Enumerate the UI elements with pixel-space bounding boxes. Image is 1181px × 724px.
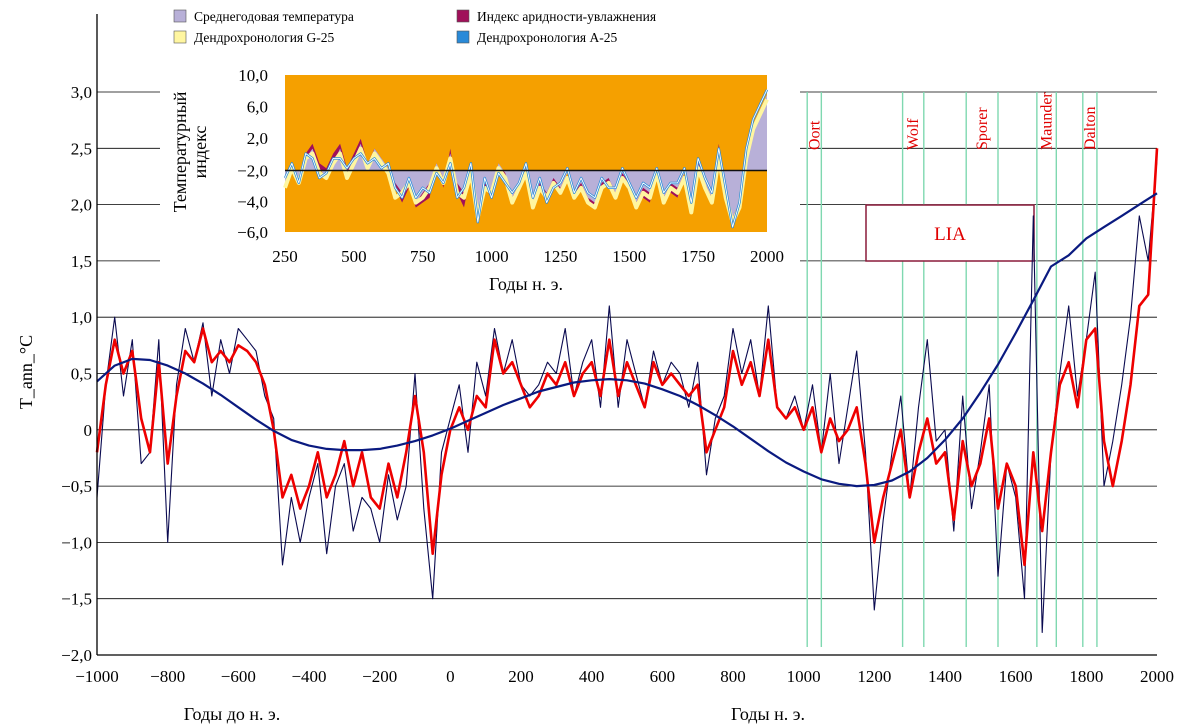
main-y-ticks: 3,0 2,5 2,0 1,5 1,0 0,5 0 −0,5 −1,0 −1,5 −2,0 bbox=[61, 83, 92, 665]
inset-y-tick-label: 2,0 bbox=[247, 129, 268, 148]
minimum-label: Oort bbox=[806, 120, 823, 150]
minimum-label: Dalton bbox=[1082, 106, 1099, 150]
inset-legend: Среднегодовая температура Индекс аридност… bbox=[173, 9, 656, 45]
inset-series bbox=[283, 89, 769, 229]
inset-x-tick-label: 1750 bbox=[681, 247, 715, 266]
inset-panel: 10,0 6,0 2,0 −2,0 −4,0 −6,0 250 500 750 1000 1250… bbox=[160, 6, 800, 296]
main-series bbox=[95, 148, 1159, 634]
inset-y-tick-label: −2,0 bbox=[237, 162, 268, 181]
inset-y-label-line2: индекс bbox=[190, 126, 210, 179]
inset-plot-area bbox=[285, 75, 767, 232]
x-tick-label: 200 bbox=[508, 667, 534, 686]
y-tick-label: −1,0 bbox=[61, 533, 92, 552]
inset-x-axis-label: Годы н. э. bbox=[489, 274, 563, 294]
main-x-ticks: −1000 −800 −600 −400 −200 0 200 400 600 800 1000 12… bbox=[75, 667, 1174, 686]
inset-x-tick-label: 250 bbox=[272, 247, 298, 266]
lia-label: LIA bbox=[934, 224, 966, 245]
inset-y-ticks: 10,0 6,0 2,0 −2,0 −4,0 −6,0 bbox=[237, 66, 268, 242]
x-tick-label: −1000 bbox=[75, 667, 119, 686]
inset-x-tick-label: 1250 bbox=[543, 247, 577, 266]
x-axis-label-bc: Годы до н. э. bbox=[184, 704, 281, 724]
solar-minima-labels: Oort Wolf Sporer Maunder Dalton bbox=[806, 92, 1099, 150]
y-tick-label: −2,0 bbox=[61, 646, 92, 665]
minimum-label: Wolf bbox=[905, 118, 922, 150]
inset-line bbox=[284, 89, 768, 228]
main-series-line bbox=[96, 192, 1158, 488]
legend-label: Дендрохронология A-25 bbox=[477, 30, 617, 45]
x-tick-label: 600 bbox=[650, 667, 676, 686]
legend-swatch bbox=[456, 30, 470, 44]
inset-x-ticks: 250 500 750 1000 1250 1500 1750 2000 bbox=[272, 247, 784, 266]
legend-swatch bbox=[456, 9, 470, 23]
y-tick-label: 0,5 bbox=[71, 365, 92, 384]
inset-x-tick-label: 1500 bbox=[612, 247, 646, 266]
x-tick-label: 1000 bbox=[787, 667, 821, 686]
y-tick-label: −1,5 bbox=[61, 590, 92, 609]
x-tick-label: −600 bbox=[221, 667, 256, 686]
inset-x-tick-label: 1000 bbox=[475, 247, 509, 266]
x-tick-label: −800 bbox=[150, 667, 185, 686]
legend-swatch bbox=[173, 9, 187, 23]
main-series-line bbox=[96, 159, 1158, 634]
x-tick-label: 0 bbox=[446, 667, 455, 686]
x-tick-label: 800 bbox=[720, 667, 746, 686]
x-tick-label: 1400 bbox=[928, 667, 962, 686]
inset-x-tick-label: 500 bbox=[341, 247, 367, 266]
inset-y-tick-label: −6,0 bbox=[237, 223, 268, 242]
inset-y-tick-label: 6,0 bbox=[247, 98, 268, 117]
y-tick-label: −0,5 bbox=[61, 477, 92, 496]
x-axis-label-ad: Годы н. э. bbox=[731, 704, 805, 724]
minimum-label: Sporer bbox=[974, 107, 991, 150]
legend-label: Индекс аридности-увлажнения bbox=[477, 9, 656, 24]
x-tick-label: 1200 bbox=[857, 667, 891, 686]
y-tick-label: 1,5 bbox=[71, 252, 92, 271]
inset-y-tick-label: 10,0 bbox=[238, 66, 268, 85]
y-tick-label: 3,0 bbox=[71, 83, 92, 102]
y-axis-label: T_ann_°C bbox=[16, 335, 36, 409]
inset-y-tick-label: −4,0 bbox=[237, 193, 268, 212]
x-tick-label: 400 bbox=[579, 667, 605, 686]
minimum-label: Maunder bbox=[1039, 92, 1056, 150]
x-tick-label: −400 bbox=[291, 667, 326, 686]
legend-label: Среднегодовая температура bbox=[194, 9, 354, 24]
y-tick-label: 2,5 bbox=[71, 139, 92, 158]
x-tick-label: 2000 bbox=[1140, 667, 1174, 686]
x-tick-label: −200 bbox=[362, 667, 397, 686]
solar-minima-lines bbox=[806, 92, 1098, 647]
x-tick-label: 1600 bbox=[999, 667, 1033, 686]
inset-x-tick-label: 2000 bbox=[750, 247, 784, 266]
y-tick-label: 2,0 bbox=[71, 196, 92, 215]
x-tick-label: 1800 bbox=[1069, 667, 1103, 686]
legend-label: Дендрохронология G-25 bbox=[194, 30, 334, 45]
legend-swatch bbox=[173, 30, 187, 44]
y-tick-label: 1,0 bbox=[71, 308, 92, 327]
inset-y-label-line1: Температурный bbox=[170, 91, 190, 212]
y-tick-label: 0 bbox=[84, 421, 93, 440]
inset-x-tick-label: 750 bbox=[410, 247, 436, 266]
